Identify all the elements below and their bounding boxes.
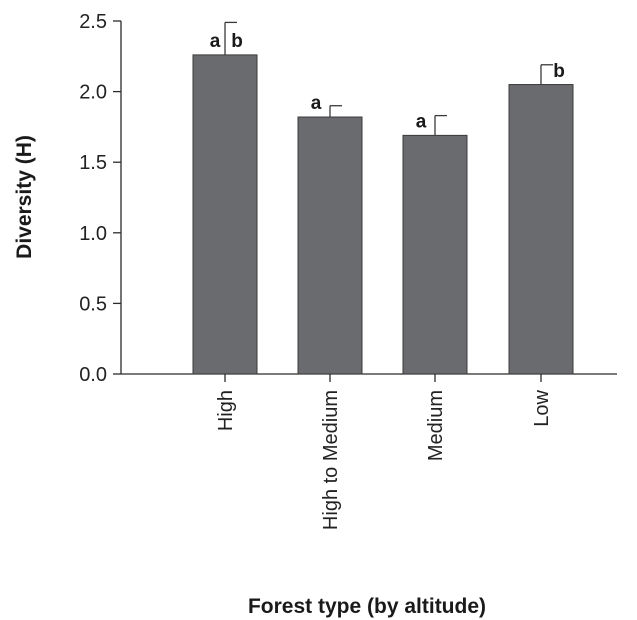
y-axis-title: Diversity (H) [13, 135, 36, 259]
significance-letter: a [416, 111, 427, 132]
x-tick-label: Medium [425, 390, 447, 461]
y-ticks: 0.0 0.5 1.0 1.5 2.0 2.5 [79, 11, 121, 386]
significance-letter: b [231, 31, 243, 52]
bars [192, 54, 574, 375]
significance-letter: a [210, 31, 221, 52]
x-axis-title: Forest type (by altitude) [248, 595, 486, 618]
x-tick-labels: High High to Medium Medium Low [215, 374, 553, 530]
significance-letter: b [553, 61, 565, 82]
y-tick-label: 0.5 [79, 293, 107, 315]
y-tick-label: 1.0 [79, 223, 107, 245]
x-tick-label: High [215, 390, 237, 431]
x-tick-label: Low [531, 389, 553, 426]
y-tick-label: 2.5 [79, 11, 107, 33]
y-tick-label: 1.5 [79, 152, 107, 174]
bar [508, 84, 574, 375]
error-bars [224, 21, 553, 136]
y-tick-label: 0.0 [79, 364, 107, 386]
significance-letter: a [311, 93, 322, 114]
bar [297, 116, 363, 375]
bar [402, 134, 468, 375]
y-tick-label: 2.0 [79, 82, 107, 104]
x-tick-label: High to Medium [320, 390, 342, 530]
bar [192, 54, 258, 375]
